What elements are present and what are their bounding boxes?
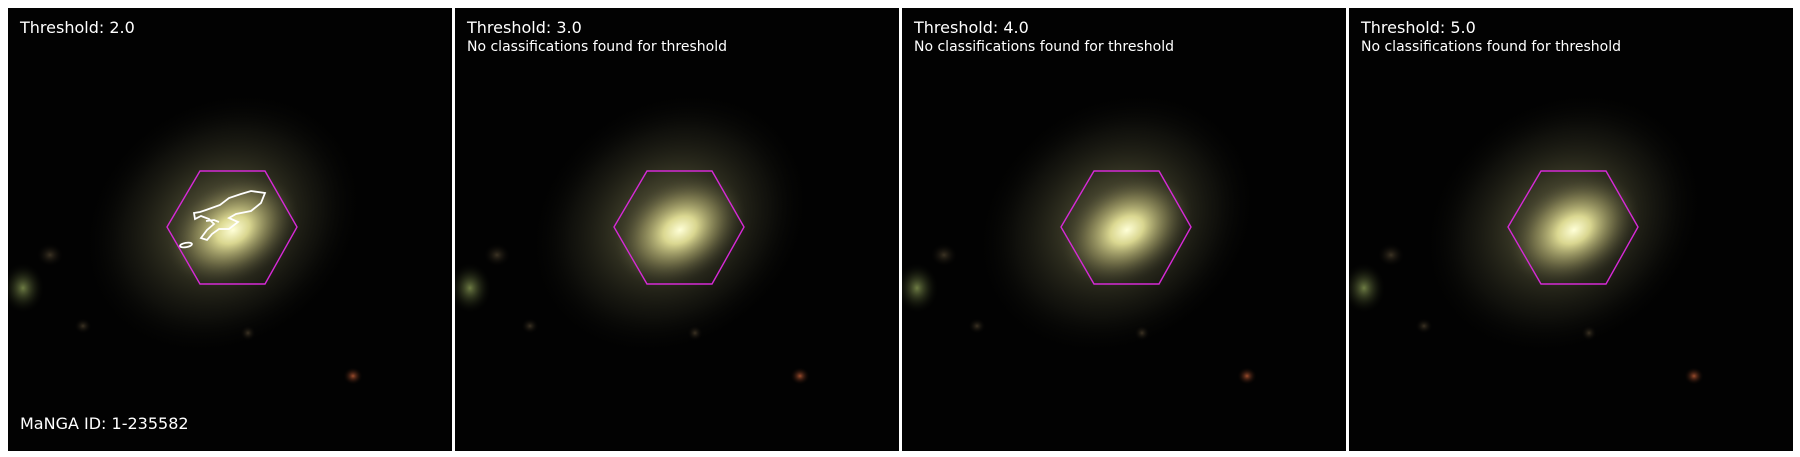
panel-title: Threshold: 4.0 [914, 18, 1029, 37]
panel-title: Threshold: 2.0 [20, 18, 135, 37]
classification-contour-small [179, 241, 193, 249]
galaxy-image [8, 8, 452, 451]
ifu-hexagon [166, 170, 298, 285]
panel-threshold-4: Threshold: 4.0 No classifications found … [902, 8, 1346, 451]
panel-note: No classifications found for threshold [1361, 39, 1621, 55]
panel-threshold-5: Threshold: 5.0 No classifications found … [1349, 8, 1793, 451]
panel-note: No classifications found for threshold [914, 39, 1174, 55]
panel-title: Threshold: 3.0 [467, 18, 582, 37]
panel-threshold-3: Threshold: 3.0 No classifications found … [455, 8, 899, 451]
panel-threshold-2: Threshold: 2.0 MaNGA ID: 1-235582 [8, 8, 452, 451]
classification-contour [192, 190, 267, 242]
ifu-hexagon [1060, 170, 1192, 285]
galaxy-image [902, 8, 1346, 451]
galaxy-image [455, 8, 899, 451]
panel-title: Threshold: 5.0 [1361, 18, 1476, 37]
manga-id-label: MaNGA ID: 1-235582 [20, 414, 189, 433]
galaxy-image [1349, 8, 1793, 451]
panel-note: No classifications found for threshold [467, 39, 727, 55]
ifu-hexagon [1507, 170, 1639, 285]
ifu-hexagon [613, 170, 745, 285]
